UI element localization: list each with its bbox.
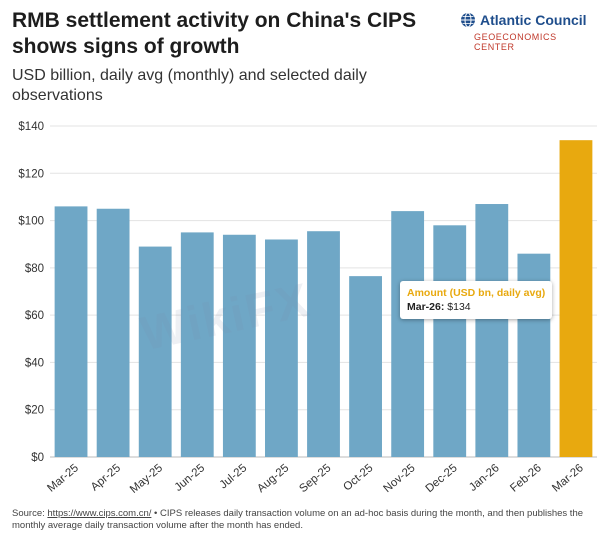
y-tick-label: $40 bbox=[25, 357, 44, 369]
x-tick-label: Dec-25 bbox=[424, 462, 460, 495]
chart-tooltip: Amount (USD bn, daily avg) Mar-26: $134 bbox=[400, 281, 553, 319]
x-tick-label: Mar-26 bbox=[550, 462, 586, 495]
tooltip-value: $134 bbox=[447, 301, 471, 313]
bar-Jan-26[interactable] bbox=[475, 204, 509, 457]
atlantic-council-logo[interactable]: Atlantic Council GEOECONOMICS CENTER bbox=[460, 12, 600, 52]
x-tick-label: Jul-25 bbox=[218, 462, 250, 491]
y-tick-label: $20 bbox=[25, 405, 44, 417]
logo-center: GEOECONOMICS CENTER bbox=[474, 32, 557, 52]
bar-Aug-25[interactable] bbox=[265, 239, 298, 457]
source-text: • CIPS releases daily transaction volume… bbox=[12, 508, 584, 531]
bar-Nov-25[interactable] bbox=[391, 211, 425, 457]
bar-Mar-25[interactable] bbox=[54, 206, 88, 457]
source-note: Source: https://www.cips.com.cn/ • CIPS … bbox=[12, 508, 600, 532]
y-tick-label: $80 bbox=[25, 263, 44, 275]
x-tick-label: Mar-25 bbox=[45, 462, 81, 495]
tooltip-series: Amount (USD bn, daily avg) bbox=[407, 287, 546, 299]
x-tick-label: Sep-25 bbox=[297, 462, 333, 495]
x-tick-label: Jun-25 bbox=[173, 462, 208, 494]
y-tick-label: $60 bbox=[25, 310, 44, 322]
x-tick-label: Feb-26 bbox=[508, 462, 544, 495]
y-tick-label: $120 bbox=[18, 168, 44, 180]
x-tick-label: Nov-25 bbox=[381, 462, 417, 495]
y-tick-label: $0 bbox=[31, 452, 44, 464]
y-tick-label: $140 bbox=[18, 121, 44, 133]
bar-Apr-25[interactable] bbox=[96, 208, 130, 457]
globe-icon bbox=[461, 12, 475, 28]
x-tick-label: May-25 bbox=[128, 462, 165, 496]
bar-Dec-25[interactable] bbox=[433, 225, 467, 457]
tooltip-category: Mar-26: bbox=[407, 301, 445, 313]
chart-subtitle: USD billion, daily avg (monthly) and sel… bbox=[12, 67, 367, 104]
bar-Jun-25[interactable] bbox=[180, 232, 214, 457]
source-link[interactable]: https://www.cips.com.cn/ bbox=[47, 508, 152, 519]
x-tick-label: Aug-25 bbox=[255, 462, 291, 495]
source-prefix: Source: bbox=[12, 508, 48, 519]
x-tick-label: Apr-25 bbox=[89, 462, 123, 493]
chart-title: RMB settlement activity on China's CIPS … bbox=[12, 9, 417, 58]
logo-name: Atlantic Council bbox=[480, 12, 587, 28]
bar-Jul-25[interactable] bbox=[222, 234, 256, 457]
x-tick-label: Oct-25 bbox=[341, 462, 375, 493]
bar-May-25[interactable] bbox=[138, 246, 172, 457]
y-tick-label: $100 bbox=[18, 216, 44, 228]
bar-Oct-25[interactable] bbox=[349, 276, 382, 457]
bar-Mar-26[interactable] bbox=[559, 140, 593, 457]
bar-Sep-25[interactable] bbox=[307, 231, 340, 457]
x-tick-label: Jan-26 bbox=[467, 462, 502, 494]
